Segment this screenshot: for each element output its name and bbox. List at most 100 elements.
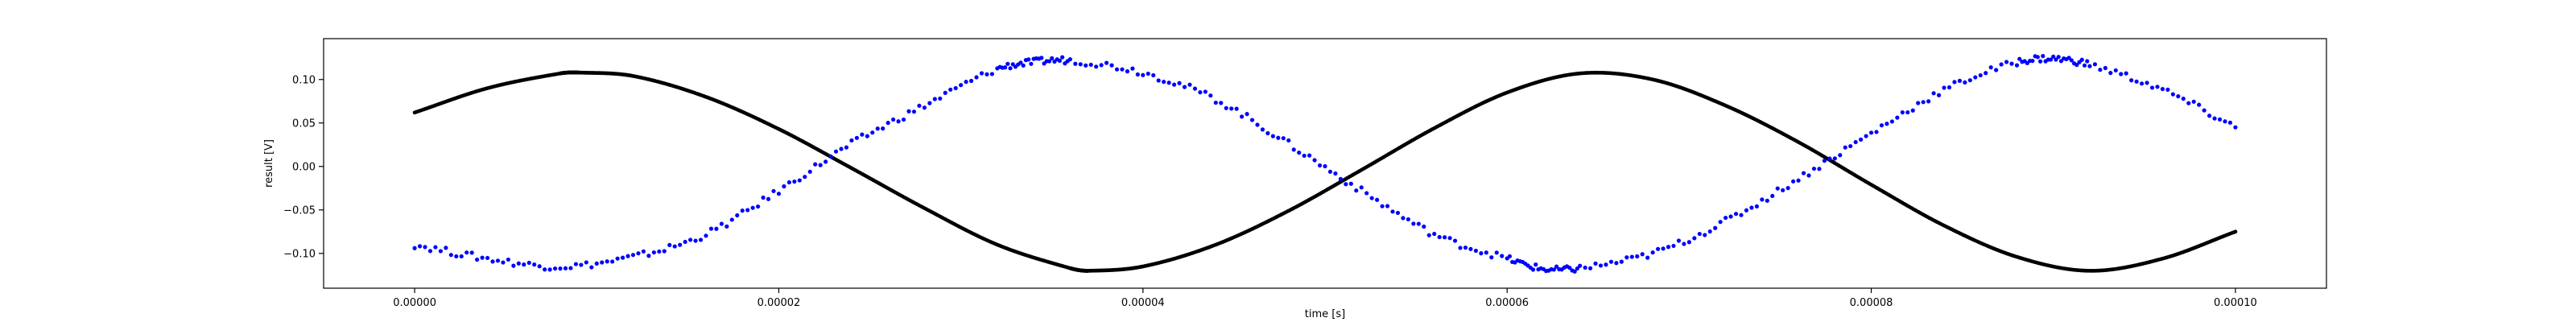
data-point: [1885, 122, 1889, 126]
data-point: [1905, 109, 1910, 115]
data-point: [1198, 90, 1203, 95]
data-point: [2170, 92, 2175, 97]
data-point: [1141, 72, 1146, 77]
data-point: [782, 184, 786, 189]
data-point: [625, 254, 630, 258]
data-point: [771, 188, 776, 193]
data-point: [1754, 204, 1759, 208]
data-point: [932, 97, 937, 101]
data-point: [1921, 100, 1926, 105]
data-point: [865, 134, 869, 138]
data-point: [433, 245, 438, 250]
y-tick-label: −0.05: [283, 204, 316, 217]
data-point: [1655, 246, 1661, 251]
data-point: [2124, 71, 2128, 76]
data-point: [2069, 58, 2074, 63]
data-point: [2009, 61, 2014, 66]
data-point: [917, 103, 922, 108]
data-point: [1489, 255, 1494, 260]
data-point: [1099, 63, 1104, 68]
data-point: [1021, 63, 1026, 68]
data-point: [886, 121, 890, 126]
data-point: [1151, 72, 1156, 78]
data-point: [1057, 58, 1063, 64]
data-point: [844, 145, 849, 150]
data-point: [1843, 145, 1847, 150]
data-point: [1650, 250, 1655, 255]
data-point: [2145, 80, 2149, 85]
data-point: [1468, 246, 1473, 251]
data-point: [1182, 85, 1187, 89]
data-point: [1900, 110, 1905, 115]
data-point: [870, 130, 875, 135]
data-point: [2056, 55, 2061, 60]
data-point: [2227, 120, 2233, 125]
data-point: [2160, 86, 2165, 92]
data-point: [1114, 67, 1120, 72]
data-point: [1676, 238, 1682, 243]
data-point: [875, 126, 880, 131]
data-point: [1645, 255, 1650, 260]
data-point: [2082, 63, 2087, 68]
data-point: [448, 253, 453, 258]
data-point: [1957, 78, 1963, 83]
data-point: [1166, 80, 1171, 85]
data-point: [1853, 139, 1858, 145]
data-point: [480, 255, 485, 260]
data-point: [1208, 93, 1213, 98]
data-point: [1327, 169, 1333, 174]
data-point: [568, 266, 573, 270]
data-point: [1249, 118, 1255, 122]
data-point: [1084, 63, 1088, 68]
data-point: [1952, 80, 1957, 85]
plot-area-frame: [323, 38, 2327, 289]
data-point: [1380, 204, 1385, 208]
data-point: [1125, 69, 1130, 74]
x-tick-label: 0.00004: [1121, 297, 1165, 309]
data-point: [1661, 246, 1666, 251]
data-point: [1104, 60, 1109, 65]
data-point: [1785, 186, 1790, 191]
data-point: [1614, 261, 1619, 266]
data-point: [985, 72, 989, 76]
data-point: [803, 175, 807, 180]
data-point: [953, 85, 958, 91]
data-point: [1234, 106, 1239, 111]
data-point: [2181, 97, 2186, 101]
data-point: [943, 90, 947, 95]
data-point: [1426, 233, 1431, 237]
data-point: [2129, 78, 2134, 83]
data-point: [1192, 86, 1198, 91]
data-point: [600, 260, 605, 265]
data-point: [1666, 245, 1671, 250]
data-point: [2085, 59, 2090, 64]
series-layer: [412, 54, 2238, 274]
data-point: [1046, 59, 1052, 64]
data-point: [620, 255, 625, 260]
data-point: [1224, 105, 1228, 110]
data-point: [2186, 101, 2191, 105]
data-point: [881, 126, 886, 131]
data-point: [792, 179, 797, 184]
data-point: [729, 217, 734, 222]
data-point: [1073, 61, 1078, 66]
data-point: [1811, 166, 1817, 171]
data-point: [1629, 254, 1634, 259]
data-point: [1406, 217, 1410, 222]
data-point: [1775, 186, 1780, 191]
data-point: [839, 147, 844, 151]
data-point: [459, 254, 464, 259]
data-point: [693, 238, 698, 243]
data-point: [1018, 60, 1023, 65]
data-point: [1422, 224, 1426, 229]
data-point: [537, 264, 542, 269]
data-point: [1447, 236, 1452, 241]
data-point: [678, 242, 683, 247]
data-point: [1781, 188, 1785, 192]
data-point: [2108, 71, 2113, 76]
data-point: [594, 261, 599, 266]
data-point: [464, 250, 469, 255]
data-point: [1484, 250, 1488, 255]
data-point: [2212, 116, 2217, 121]
data-point: [1916, 101, 1921, 105]
